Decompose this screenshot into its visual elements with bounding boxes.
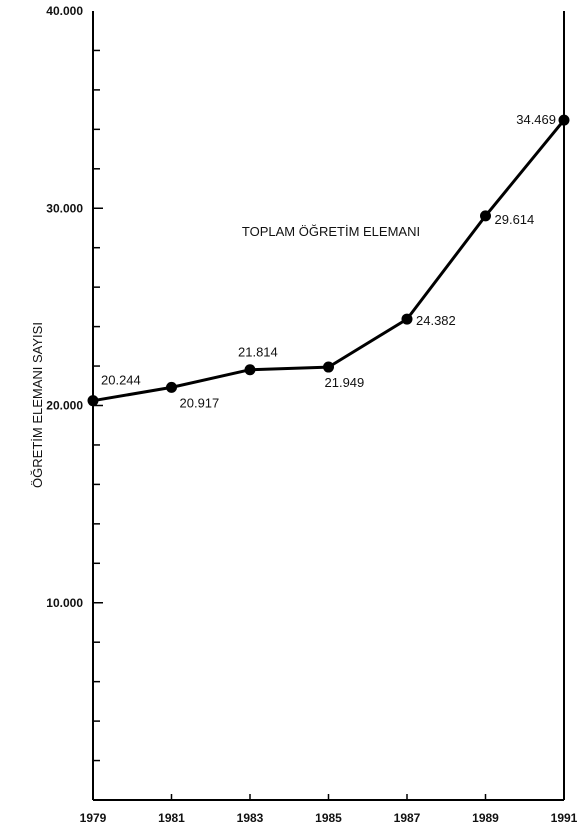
data-point (166, 381, 177, 393)
data-point (401, 313, 413, 325)
data-point (87, 395, 99, 407)
x-tick-label: 1985 (315, 811, 342, 825)
data-point (244, 364, 256, 376)
data-point (558, 114, 570, 126)
x-tick-label: 1991 (551, 811, 578, 825)
data-label: 21.814 (238, 345, 278, 360)
series-line-toplam (92, 119, 566, 403)
data-label: 24.382 (416, 313, 456, 328)
y-minor-ticks (93, 49, 103, 762)
x-tick-label: 1983 (237, 811, 264, 825)
y-tick-label: 10.000 (46, 596, 83, 610)
y-tick-label: 20.000 (46, 399, 83, 413)
y-tick-label: 40.000 (46, 4, 83, 18)
data-label: 34.469 (516, 112, 556, 127)
data-label: 21.949 (325, 375, 365, 390)
y-tick-labels: 10.000 20.000 30.000 40.000 (46, 4, 83, 610)
data-points (87, 114, 570, 407)
x-tick-label: 1981 (158, 811, 185, 825)
data-label: 20.917 (180, 395, 220, 410)
y-axis-title: ÖĞRETİM ELEMANI SAYISI (30, 322, 45, 488)
x-tick-label: 1989 (472, 811, 499, 825)
chart-axes (92, 11, 565, 801)
data-labels: 20.244 20.917 21.814 21.949 24.382 29.614 34.4… (101, 112, 556, 410)
x-tick-labels: 1979 1981 1983 1985 1987 1989 1991 (80, 794, 578, 825)
x-tick-label: 1979 (80, 811, 107, 825)
data-label: 29.614 (495, 212, 535, 227)
series-name-label: TOPLAM ÖĞRETİM ELEMANI (242, 224, 420, 239)
data-label: 20.244 (101, 373, 141, 388)
y-tick-label: 30.000 (46, 201, 83, 215)
data-point (480, 210, 491, 222)
data-point (323, 361, 334, 373)
x-tick-label: 1987 (394, 811, 421, 825)
